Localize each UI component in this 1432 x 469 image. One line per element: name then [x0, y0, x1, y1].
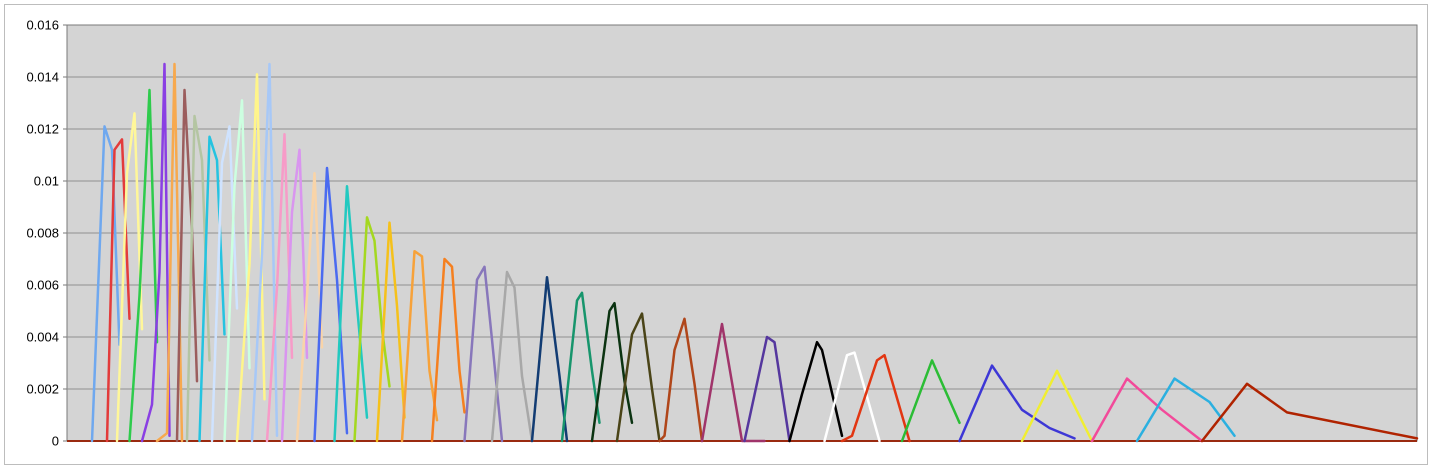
series-line-9	[198, 135, 226, 443]
series-line-11	[223, 99, 251, 443]
y-axis: 0 0.002 0.004 0.006 0.008 0.01 0.012 0.014 0.016	[26, 18, 67, 449]
series-line-31	[743, 335, 791, 443]
series-line-13	[250, 62, 279, 443]
series-line-34	[840, 353, 911, 443]
series-line-21	[400, 249, 439, 443]
series-line-22	[430, 257, 466, 443]
series-line-3	[115, 112, 144, 443]
series-line-32	[788, 340, 844, 443]
series-line-33	[823, 351, 881, 443]
series-line-29	[658, 317, 704, 443]
series-line-12	[235, 73, 266, 443]
series-line-23	[463, 265, 504, 443]
series-line-14	[265, 132, 294, 443]
series-line-5	[140, 62, 171, 443]
y-tick-label: 0.01	[34, 174, 59, 189]
series-line-39	[1135, 377, 1236, 443]
series-line-4	[128, 88, 159, 443]
y-tick-label: 0.006	[26, 278, 59, 293]
series-line-27	[590, 301, 634, 443]
line-chart: 0 0.002 0.004 0.006 0.008 0.01 0.012 0.014 0.016	[26, 18, 1419, 449]
series-line-6	[155, 62, 184, 443]
y-tick-label: 0.002	[26, 382, 59, 397]
series-line-24	[490, 270, 534, 443]
y-tick-label: 0.008	[26, 226, 59, 241]
series-line-40	[1200, 382, 1419, 443]
series-line-25	[530, 275, 569, 443]
series-line-36	[958, 364, 1076, 443]
series-line-15	[280, 148, 309, 443]
series-line-7	[175, 88, 199, 443]
series-line-28	[615, 312, 661, 443]
series-line-38	[1090, 377, 1204, 443]
series-line-18	[333, 184, 369, 443]
series-line-37	[1020, 369, 1094, 443]
chart-container: 0 0.002 0.004 0.006 0.008 0.01 0.012 0.014 0.016	[4, 4, 1428, 465]
y-tick-label: 0.014	[26, 70, 59, 85]
series-line-19	[353, 216, 391, 443]
series-group	[90, 62, 1419, 443]
series-line-17	[313, 166, 349, 443]
y-tick-label: 0.004	[26, 330, 59, 345]
series-line-16	[295, 171, 324, 443]
y-tick-label: 0.012	[26, 122, 59, 137]
y-tick-label: 0	[52, 434, 59, 449]
series-line-1	[90, 125, 121, 443]
series-line-20	[375, 221, 406, 443]
series-line-35	[900, 359, 961, 443]
series-line-26	[560, 291, 601, 443]
series-line-30	[700, 322, 766, 443]
y-tick-label: 0.016	[26, 18, 59, 33]
